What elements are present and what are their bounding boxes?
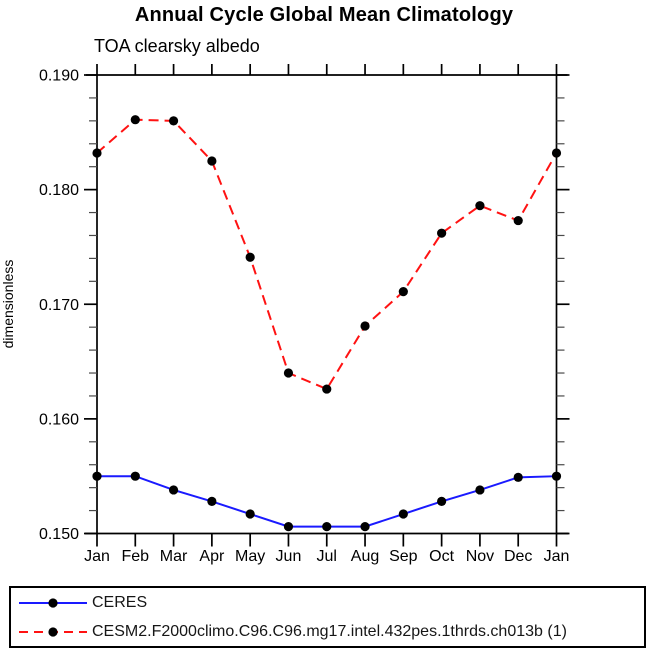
y-tick-label: 0.160 xyxy=(39,411,79,428)
data-point-marker xyxy=(168,485,179,495)
legend-label-cesm2: CESM2.F2000climo.C96.C96.mg17.intel.432p… xyxy=(92,622,567,640)
data-point-marker xyxy=(398,509,408,519)
x-tick-label: Jan xyxy=(544,548,570,565)
data-point-marker xyxy=(245,509,255,519)
x-tick-label: May xyxy=(235,548,265,565)
series-line-model xyxy=(96,118,558,391)
legend: CERES CESM2.F2000climo.C96.C96.mg17.inte… xyxy=(9,586,646,648)
data-point-marker xyxy=(513,472,523,482)
series-line-obs xyxy=(97,475,557,528)
data-point-marker xyxy=(551,471,562,481)
x-tick-label: Jan xyxy=(84,548,110,565)
data-point-marker xyxy=(207,156,217,166)
data-point-marker xyxy=(168,116,179,126)
data-point-marker xyxy=(130,471,140,481)
y-tick-label: 0.170 xyxy=(39,297,79,314)
x-tick-label: Mar xyxy=(160,548,188,565)
data-point-marker xyxy=(207,496,217,507)
x-tick-label: Feb xyxy=(122,548,150,565)
data-point-marker xyxy=(283,522,294,532)
data-point-marker xyxy=(283,368,294,378)
y-tick-label: 0.190 xyxy=(39,68,79,85)
data-point-marker xyxy=(92,148,102,158)
legend-line-sample-solid xyxy=(19,597,87,608)
legend-line-sample-dashed xyxy=(19,626,87,637)
x-tick-label: Nov xyxy=(466,548,494,565)
data-point-marker xyxy=(551,148,562,158)
chart-svg: Jan Feb Mar Apr May Jun Jul Aug Sep Oct Nov Dec Jan 0… xyxy=(39,64,570,565)
data-point-marker xyxy=(322,384,332,394)
x-tick-label: Apr xyxy=(199,548,225,565)
x-tick-label: Jul xyxy=(317,548,337,565)
y-tick-label: 0.180 xyxy=(39,182,79,199)
data-point-marker xyxy=(130,115,140,125)
x-tick-label: Sep xyxy=(389,548,418,565)
data-point-marker xyxy=(245,252,255,262)
legend-entry-cesm2: CESM2.F2000climo.C96.C96.mg17.intel.432p… xyxy=(17,619,644,645)
x-tick-label: Aug xyxy=(351,548,379,565)
data-point-marker xyxy=(360,522,370,532)
chart-title: Annual Cycle Global Mean Climatology xyxy=(134,4,514,26)
data-point-marker xyxy=(475,201,485,211)
data-point-marker xyxy=(92,471,102,481)
x-tick-label: Jun xyxy=(276,548,302,565)
data-point-marker xyxy=(398,287,408,297)
data-point-marker xyxy=(475,485,485,495)
data-point-marker xyxy=(322,522,332,532)
x-tick-label: Dec xyxy=(504,548,532,565)
data-point-marker xyxy=(360,321,370,331)
legend-entry-ceres: CERES xyxy=(17,590,644,616)
y-tick-label: 0.150 xyxy=(39,526,79,543)
data-point-marker xyxy=(437,228,447,238)
legend-label-ceres: CERES xyxy=(92,593,148,611)
x-tick-label: Oct xyxy=(429,548,454,565)
data-point-marker xyxy=(513,215,523,226)
chart-subtitle: TOA clearsky albedo xyxy=(94,36,260,56)
data-point-marker xyxy=(437,496,447,507)
